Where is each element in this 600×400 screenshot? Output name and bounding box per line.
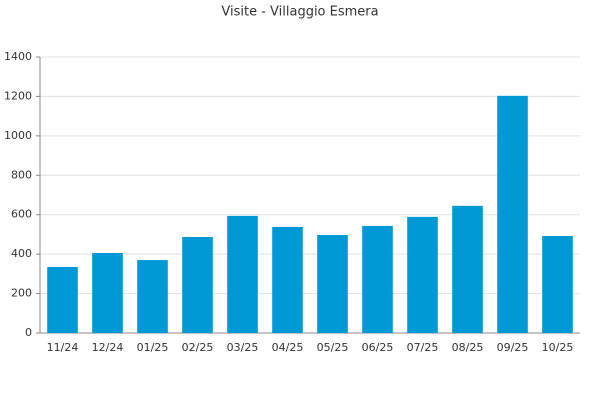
x-tick-label: 12/24 (92, 341, 124, 354)
x-tick-label: 02/25 (182, 341, 214, 354)
x-tick-label: 03/25 (227, 341, 259, 354)
y-tick-label: 1200 (4, 89, 32, 102)
bar (92, 252, 123, 333)
x-tick-label: 04/25 (272, 341, 304, 354)
bar (407, 216, 438, 333)
bar (452, 205, 483, 333)
x-tick-label: 11/24 (47, 341, 79, 354)
x-tick-label: 06/25 (362, 341, 394, 354)
bar (137, 260, 168, 333)
y-tick-label: 200 (11, 287, 32, 300)
x-tick-label: 07/25 (407, 341, 439, 354)
bar (272, 226, 303, 333)
bar (47, 266, 78, 333)
bar (317, 235, 348, 333)
x-tick-label: 08/25 (452, 341, 484, 354)
y-tick-label: 400 (11, 247, 32, 260)
x-tick-label: 05/25 (317, 341, 349, 354)
x-tick-label: 01/25 (137, 341, 169, 354)
y-tick-label: 1000 (4, 129, 32, 142)
y-tick-label: 600 (11, 208, 32, 221)
x-tick-label: 10/25 (542, 341, 574, 354)
x-tick-label: 09/25 (497, 341, 529, 354)
bar (542, 236, 573, 333)
bar (362, 225, 393, 333)
bar (227, 215, 258, 333)
y-tick-label: 800 (11, 168, 32, 181)
chart-title: Visite - Villaggio Esmera (221, 5, 378, 20)
bar (182, 236, 213, 333)
y-tick-label: 1400 (4, 50, 32, 63)
bar (497, 95, 528, 333)
y-tick-label: 0 (25, 326, 32, 339)
